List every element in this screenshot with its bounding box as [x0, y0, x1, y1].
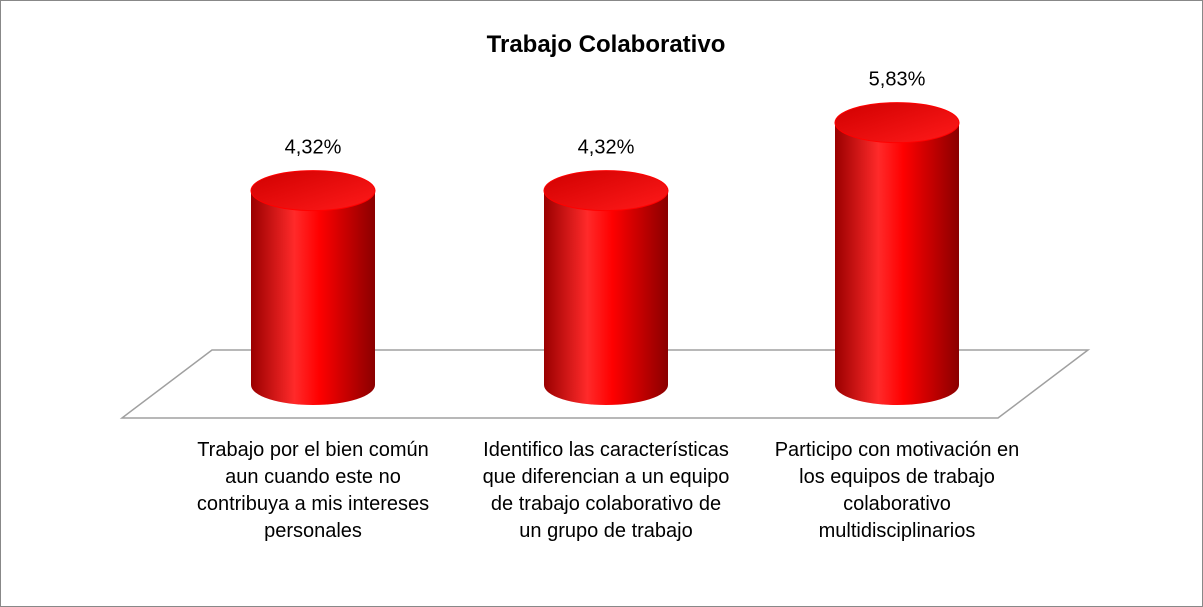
bar [250, 170, 376, 405]
bar-body [835, 122, 959, 405]
bar [834, 102, 960, 405]
x-tick-label: Participo con motivación en los equipos … [774, 439, 1020, 542]
chart-title: Trabajo Colaborativo [487, 31, 726, 58]
bar-body [544, 190, 668, 405]
bar-top [834, 102, 960, 144]
bar [543, 170, 669, 405]
data-label: 5,83% [869, 69, 926, 91]
x-tick-label: Identifico las características que difer… [482, 439, 730, 542]
bar-body [251, 190, 375, 405]
bar-top [250, 170, 376, 212]
data-label: 4,32% [285, 137, 342, 159]
bar-top [543, 170, 669, 212]
x-tick-label: Trabajo por el bien común aun cuando est… [196, 439, 430, 542]
data-label: 4,32% [578, 137, 635, 159]
